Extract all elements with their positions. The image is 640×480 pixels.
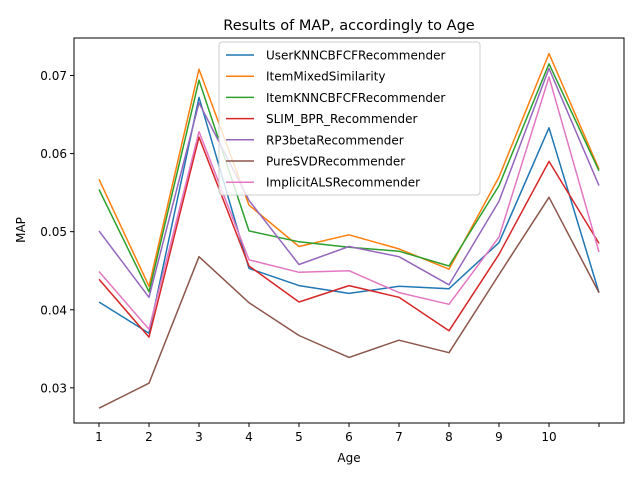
series-line	[98, 96, 600, 334]
x-tick-label: 4	[245, 430, 253, 444]
x-tick-label: 7	[395, 430, 403, 444]
legend-label: ItemMixedSimilarity	[266, 70, 385, 84]
legend-label: ItemKNNCBFCFRecommender	[266, 91, 445, 105]
legend-label: RP3betaRecommender	[266, 133, 404, 147]
series-line	[98, 196, 600, 409]
legend: UserKNNCBFCFRecommender ItemMixedSimilari…	[218, 41, 481, 196]
y-tick-label: 0.06	[40, 147, 67, 161]
series-line	[98, 67, 600, 299]
series-line	[98, 76, 600, 331]
x-axis-label: Age	[337, 451, 360, 465]
x-tick-label: 5	[295, 430, 303, 444]
series-lines	[98, 52, 600, 409]
legend-entries: UserKNNCBFCFRecommender ItemMixedSimilari…	[226, 49, 445, 190]
y-tick-label: 0.04	[40, 303, 67, 317]
legend-label: ImplicitALSRecommender	[266, 176, 420, 190]
y-tick-label: 0.05	[40, 225, 67, 239]
x-tick-label: 10	[541, 430, 556, 444]
y-tick-label: 0.07	[40, 69, 67, 83]
legend-frame	[218, 41, 481, 196]
x-tick-label: 1	[95, 430, 103, 444]
legend-label: PureSVDRecommender	[266, 155, 405, 169]
y-axis-label: MAP	[14, 217, 28, 243]
chart-title: Results of MAP, accordingly to Age	[223, 18, 474, 34]
y-tick-label: 0.03	[40, 381, 67, 395]
x-tick-label: 3	[195, 430, 203, 444]
series-line	[98, 63, 600, 293]
y-axis: 0.03 0.04 0.05 0.06 0.07	[40, 69, 74, 395]
x-axis: 1 2 3 4 5 6 7 8 9 10	[95, 423, 600, 444]
series-line	[98, 136, 600, 338]
legend-label: SLIM_BPR_Recommender	[266, 112, 417, 126]
series-line	[98, 52, 600, 288]
legend-label: UserKNNCBFCFRecommender	[266, 49, 445, 63]
x-tick-label: 8	[445, 430, 453, 444]
x-tick-label: 6	[345, 430, 353, 444]
x-tick-label: 2	[145, 430, 153, 444]
x-tick-label: 9	[495, 430, 503, 444]
